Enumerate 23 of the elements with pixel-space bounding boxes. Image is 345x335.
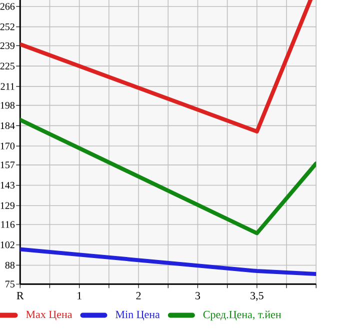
y-tick-label: 170 <box>0 142 15 150</box>
y-tick-label: 157 <box>0 162 15 168</box>
y-tick-label: 88 <box>5 262 15 269</box>
x-tick-label: 1 <box>78 292 82 300</box>
x-tick-label: 3,5 <box>250 292 264 301</box>
y-tick-label: 225 <box>0 62 15 70</box>
x-tick-label: R <box>16 292 24 300</box>
y-tick-label: 252 <box>0 23 14 30</box>
legend-label: Min Цена <box>116 310 160 320</box>
y-tick-label: 198 <box>0 102 15 109</box>
x-tick-label: 2 <box>136 292 141 300</box>
y-tick-label: 239 <box>0 42 15 50</box>
legend-label: Max Цена <box>26 310 72 320</box>
legend-label: Сред.Цена, т.йен <box>203 310 282 321</box>
y-tick-label: 211 <box>0 83 14 90</box>
y-tick-label: 266 <box>0 3 15 10</box>
y-tick-label: 102 <box>0 241 14 248</box>
x-tick-label: 3 <box>196 292 200 300</box>
y-tick-label: 143 <box>0 182 15 189</box>
y-tick-label: 184 <box>0 122 15 130</box>
y-tick-label: 75 <box>6 280 15 288</box>
y-tick-label: 129 <box>0 202 15 209</box>
y-tick-label: 116 <box>1 221 15 228</box>
